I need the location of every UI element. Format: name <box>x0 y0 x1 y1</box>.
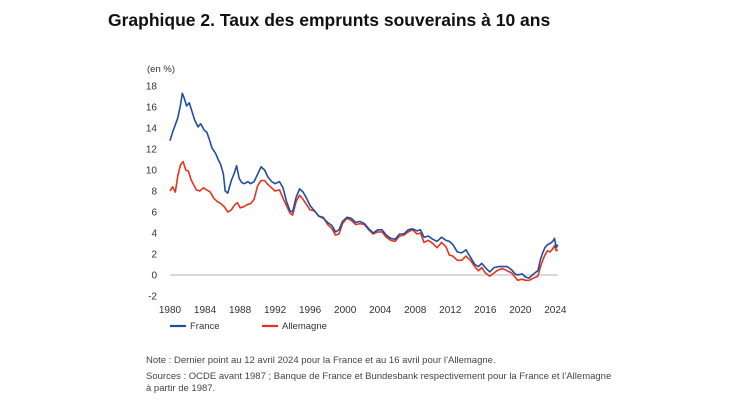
series-line-france <box>169 92 559 279</box>
x-tick-label: 2024 <box>544 305 567 316</box>
x-tick-label: 2020 <box>509 305 532 316</box>
x-tick-label: 2012 <box>439 305 462 316</box>
x-tick-label: 1988 <box>229 305 252 316</box>
sources-text: Sources : OCDE avant 1987 ; Banque de Fr… <box>146 371 612 394</box>
x-tick-label: 2000 <box>334 305 357 316</box>
series-line-allemagne <box>169 160 559 282</box>
legend-label-france: France <box>190 321 220 332</box>
x-tick-label: 1980 <box>159 305 182 316</box>
x-tick-label: 1992 <box>264 305 287 316</box>
y-tick-label: 10 <box>146 166 158 177</box>
chart-notes: Note : Dernier point au 12 avril 2024 po… <box>146 355 616 399</box>
y-tick-label: -2 <box>148 292 157 303</box>
y-tick-label: 14 <box>146 124 158 135</box>
x-tick-label: 1996 <box>299 305 322 316</box>
x-tick-label: 2008 <box>404 305 427 316</box>
note-text: Note : Dernier point au 12 avril 2024 po… <box>146 355 496 366</box>
legend-label-allemagne: Allemagne <box>282 321 327 332</box>
y-tick-label: 4 <box>151 229 157 240</box>
y-tick-label: 0 <box>151 271 157 282</box>
x-tick-label: 2004 <box>369 305 392 316</box>
x-tick-label: 2016 <box>474 305 497 316</box>
series-lines <box>169 92 559 282</box>
unit-label: (en %) <box>147 64 175 75</box>
y-tick-label: 18 <box>146 82 158 93</box>
x-tick-label: 1984 <box>194 305 217 316</box>
line-chart: (en %) -2 0 2 4 6 8 10 12 14 16 18 1980 1984 1988 199… <box>146 64 567 332</box>
y-tick-label: 16 <box>146 103 158 114</box>
y-axis: -2 0 2 4 6 8 10 12 14 16 18 <box>146 82 158 303</box>
y-tick-label: 6 <box>151 208 157 219</box>
y-tick-label: 8 <box>151 187 157 198</box>
y-tick-label: 2 <box>151 250 157 261</box>
chart-title: Graphique 2. Taux des emprunts souverain… <box>108 10 551 30</box>
y-tick-label: 12 <box>146 145 158 156</box>
legend: France Allemagne <box>170 321 327 332</box>
x-axis: 1980 1984 1988 1992 1996 2000 2004 2008 2012 2016… <box>159 305 567 316</box>
